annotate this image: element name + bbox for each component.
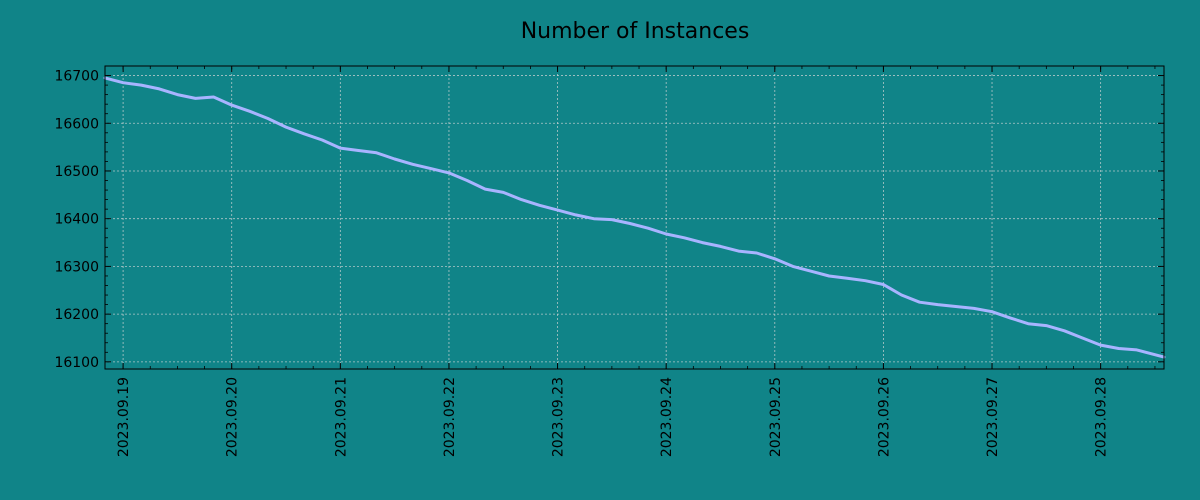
x-tick-label: 2023.09.25 [768, 377, 784, 457]
x-tick-label: 2023.09.27 [985, 377, 1001, 457]
y-tick-label: 16400 [54, 212, 99, 228]
y-tick-label: 16200 [54, 307, 99, 323]
x-tick-label: 2023.09.20 [225, 377, 241, 457]
series-layer [103, 76, 1166, 359]
y-tick-label: 16300 [54, 259, 99, 275]
x-tick-label: 2023.09.28 [1094, 377, 1110, 457]
y-tick-label: 16700 [54, 69, 99, 85]
x-tick-label: 2023.09.22 [442, 377, 458, 457]
x-tick-label: 2023.09.23 [551, 377, 567, 457]
axes: 16100 16200 16300 16400 16500 16600 16700 2023.… [54, 65, 1165, 457]
y-tick-label: 16100 [54, 355, 99, 371]
y-tick-label: 16600 [54, 116, 99, 132]
x-tick-label: 2023.09.26 [876, 377, 892, 457]
grid [105, 66, 1164, 369]
chart-title: Number of Instances [521, 19, 750, 44]
plot-frame [104, 65, 1165, 370]
x-tick-label: 2023.09.24 [659, 377, 675, 457]
x-tick-label: 2023.09.19 [116, 377, 132, 457]
y-tick-label: 16500 [54, 164, 99, 180]
series-line [103, 76, 1166, 359]
x-tick-label: 2023.09.21 [333, 377, 349, 457]
